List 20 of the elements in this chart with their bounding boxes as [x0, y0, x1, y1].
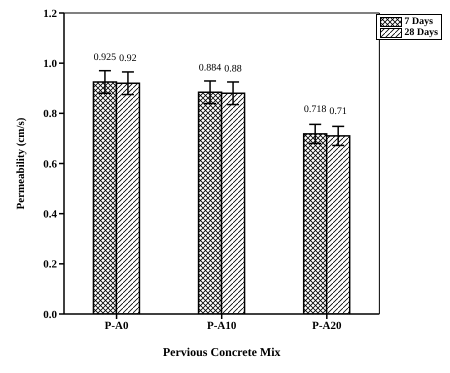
y-tick-label: 0.2 [43, 258, 58, 271]
y-tick-label: 0.6 [43, 158, 58, 170]
data-label: 0.718 [304, 104, 326, 115]
x-axis-title: Pervious Concrete Mix [162, 345, 281, 359]
y-tick-label: 1.2 [43, 8, 58, 20]
y-tick-label: 1.0 [43, 58, 58, 70]
x-tick-label: P-A20 [312, 320, 342, 332]
data-label: 0.71 [329, 106, 347, 117]
data-label: 0.925 [94, 52, 116, 63]
y-tick-label: 0.0 [43, 308, 58, 321]
data-label: 0.884 [198, 62, 222, 74]
x-tick-label: P-A10 [207, 320, 237, 332]
legend-label: 7 Days [404, 16, 433, 27]
data-label: 0.88 [224, 63, 242, 74]
legend-label: 28 Days [404, 27, 438, 38]
y-tick-label: 0.8 [43, 108, 58, 120]
x-tick-label: P-A0 [104, 320, 129, 332]
y-tick-label: 0.4 [43, 208, 58, 221]
data-label: 0.92 [119, 53, 137, 64]
y-axis-title: Permeability (cm/s) [14, 117, 27, 210]
